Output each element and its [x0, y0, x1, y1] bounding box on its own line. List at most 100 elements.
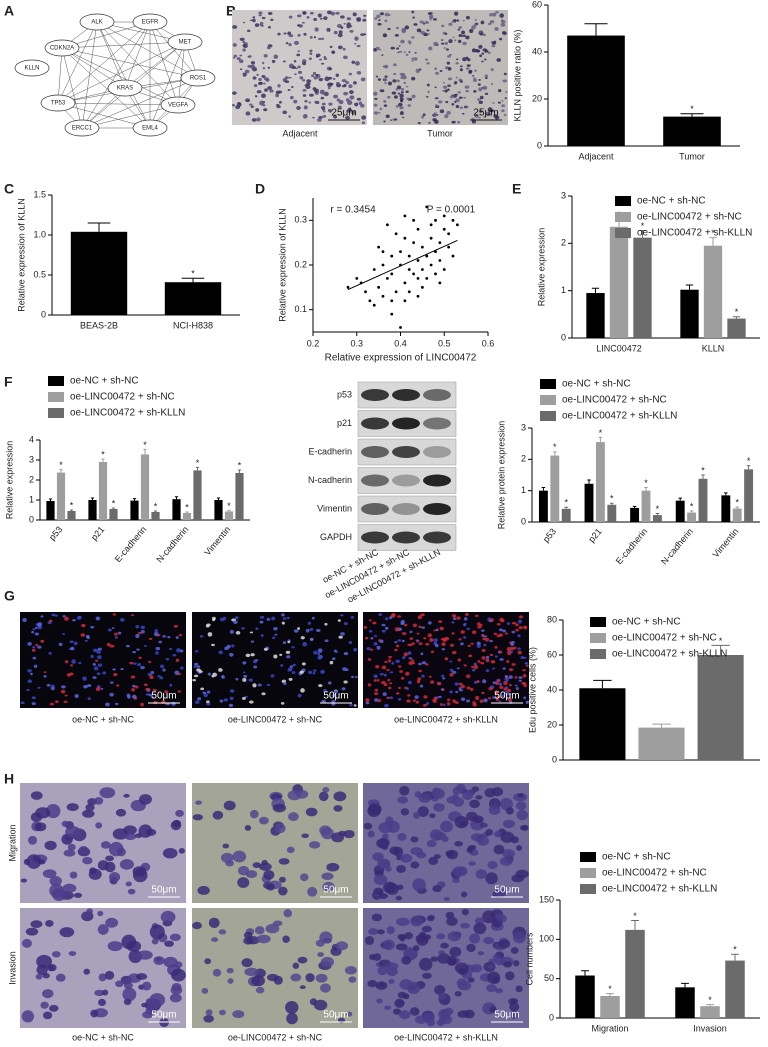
cell [48, 651, 52, 655]
cell [415, 700, 420, 704]
cell [501, 109, 505, 113]
cell [293, 40, 300, 46]
cell [524, 662, 529, 665]
cell [493, 844, 505, 855]
cell [452, 866, 466, 877]
cell [430, 680, 435, 684]
cell [486, 984, 497, 993]
cell [502, 849, 515, 858]
cell [453, 94, 457, 98]
scale-bar-label: 50μm [494, 885, 519, 896]
cell [498, 37, 503, 41]
cell [36, 964, 48, 976]
cell [81, 623, 86, 628]
cell [284, 76, 289, 80]
cell [478, 100, 483, 104]
cell [494, 655, 498, 658]
cell [458, 39, 462, 44]
cell [368, 629, 373, 633]
cell [378, 822, 393, 834]
cell [405, 85, 409, 88]
cell [92, 648, 98, 653]
cell [497, 88, 502, 93]
cell [258, 816, 269, 825]
cell [267, 86, 273, 90]
legend-swatch [615, 212, 631, 222]
cell [145, 687, 150, 691]
legend-swatch [540, 395, 556, 405]
cell [255, 986, 265, 994]
y-tick-label: 0.1 [294, 304, 307, 314]
network-edge [177, 41, 186, 106]
cell [421, 626, 426, 629]
scale-bar-label: 50μm [151, 691, 176, 702]
cell [31, 702, 36, 706]
cell [269, 89, 274, 93]
cell [20, 878, 27, 883]
cell [279, 653, 283, 657]
cell [320, 17, 323, 20]
cell [62, 633, 66, 636]
cell [500, 19, 504, 22]
point [447, 232, 451, 236]
cell [407, 680, 412, 685]
cell [109, 681, 114, 684]
cell [138, 824, 153, 838]
cell [195, 700, 200, 704]
cell [474, 69, 477, 72]
cell [292, 962, 300, 969]
cell [387, 81, 393, 86]
point [442, 214, 446, 218]
micrograph [363, 908, 529, 1028]
point [346, 285, 350, 289]
cell [447, 698, 451, 702]
cell [492, 102, 495, 104]
cell [506, 660, 510, 664]
cell [488, 697, 491, 700]
cell [175, 636, 179, 639]
cell [444, 89, 448, 93]
cell [377, 698, 382, 703]
cell [323, 689, 328, 693]
cell [415, 68, 420, 74]
cell [474, 917, 485, 925]
node-label: TP53 [51, 101, 66, 107]
cell [235, 105, 241, 110]
cell [393, 846, 404, 857]
point [416, 227, 420, 231]
cell [349, 703, 353, 707]
cell [377, 22, 382, 26]
scale-bar-label: 50μm [494, 691, 519, 702]
bar [575, 975, 595, 1018]
cell [499, 13, 505, 18]
cell [100, 687, 104, 690]
legend-swatch [580, 868, 596, 878]
cell [384, 617, 389, 621]
cell [177, 672, 181, 676]
cell [137, 632, 142, 635]
cell [408, 657, 413, 660]
cell [245, 653, 251, 658]
image-label: Tumor [427, 128, 453, 138]
cell [96, 650, 101, 654]
cell [307, 621, 312, 625]
bar [172, 499, 181, 520]
cell [297, 50, 300, 53]
legend-swatch [590, 617, 606, 627]
significance: * [711, 228, 715, 238]
cell [124, 832, 137, 841]
cell [337, 45, 343, 50]
cell [395, 943, 408, 951]
x-tick-label: 0.4 [394, 338, 407, 348]
cell [271, 59, 276, 64]
cell [254, 95, 258, 98]
cell [481, 629, 485, 632]
bar [641, 490, 651, 522]
cell [489, 20, 495, 24]
cell [502, 79, 508, 83]
cell [70, 664, 74, 667]
cell [218, 650, 223, 655]
cell [26, 688, 30, 692]
error-bar [610, 502, 614, 505]
cell [337, 619, 341, 622]
